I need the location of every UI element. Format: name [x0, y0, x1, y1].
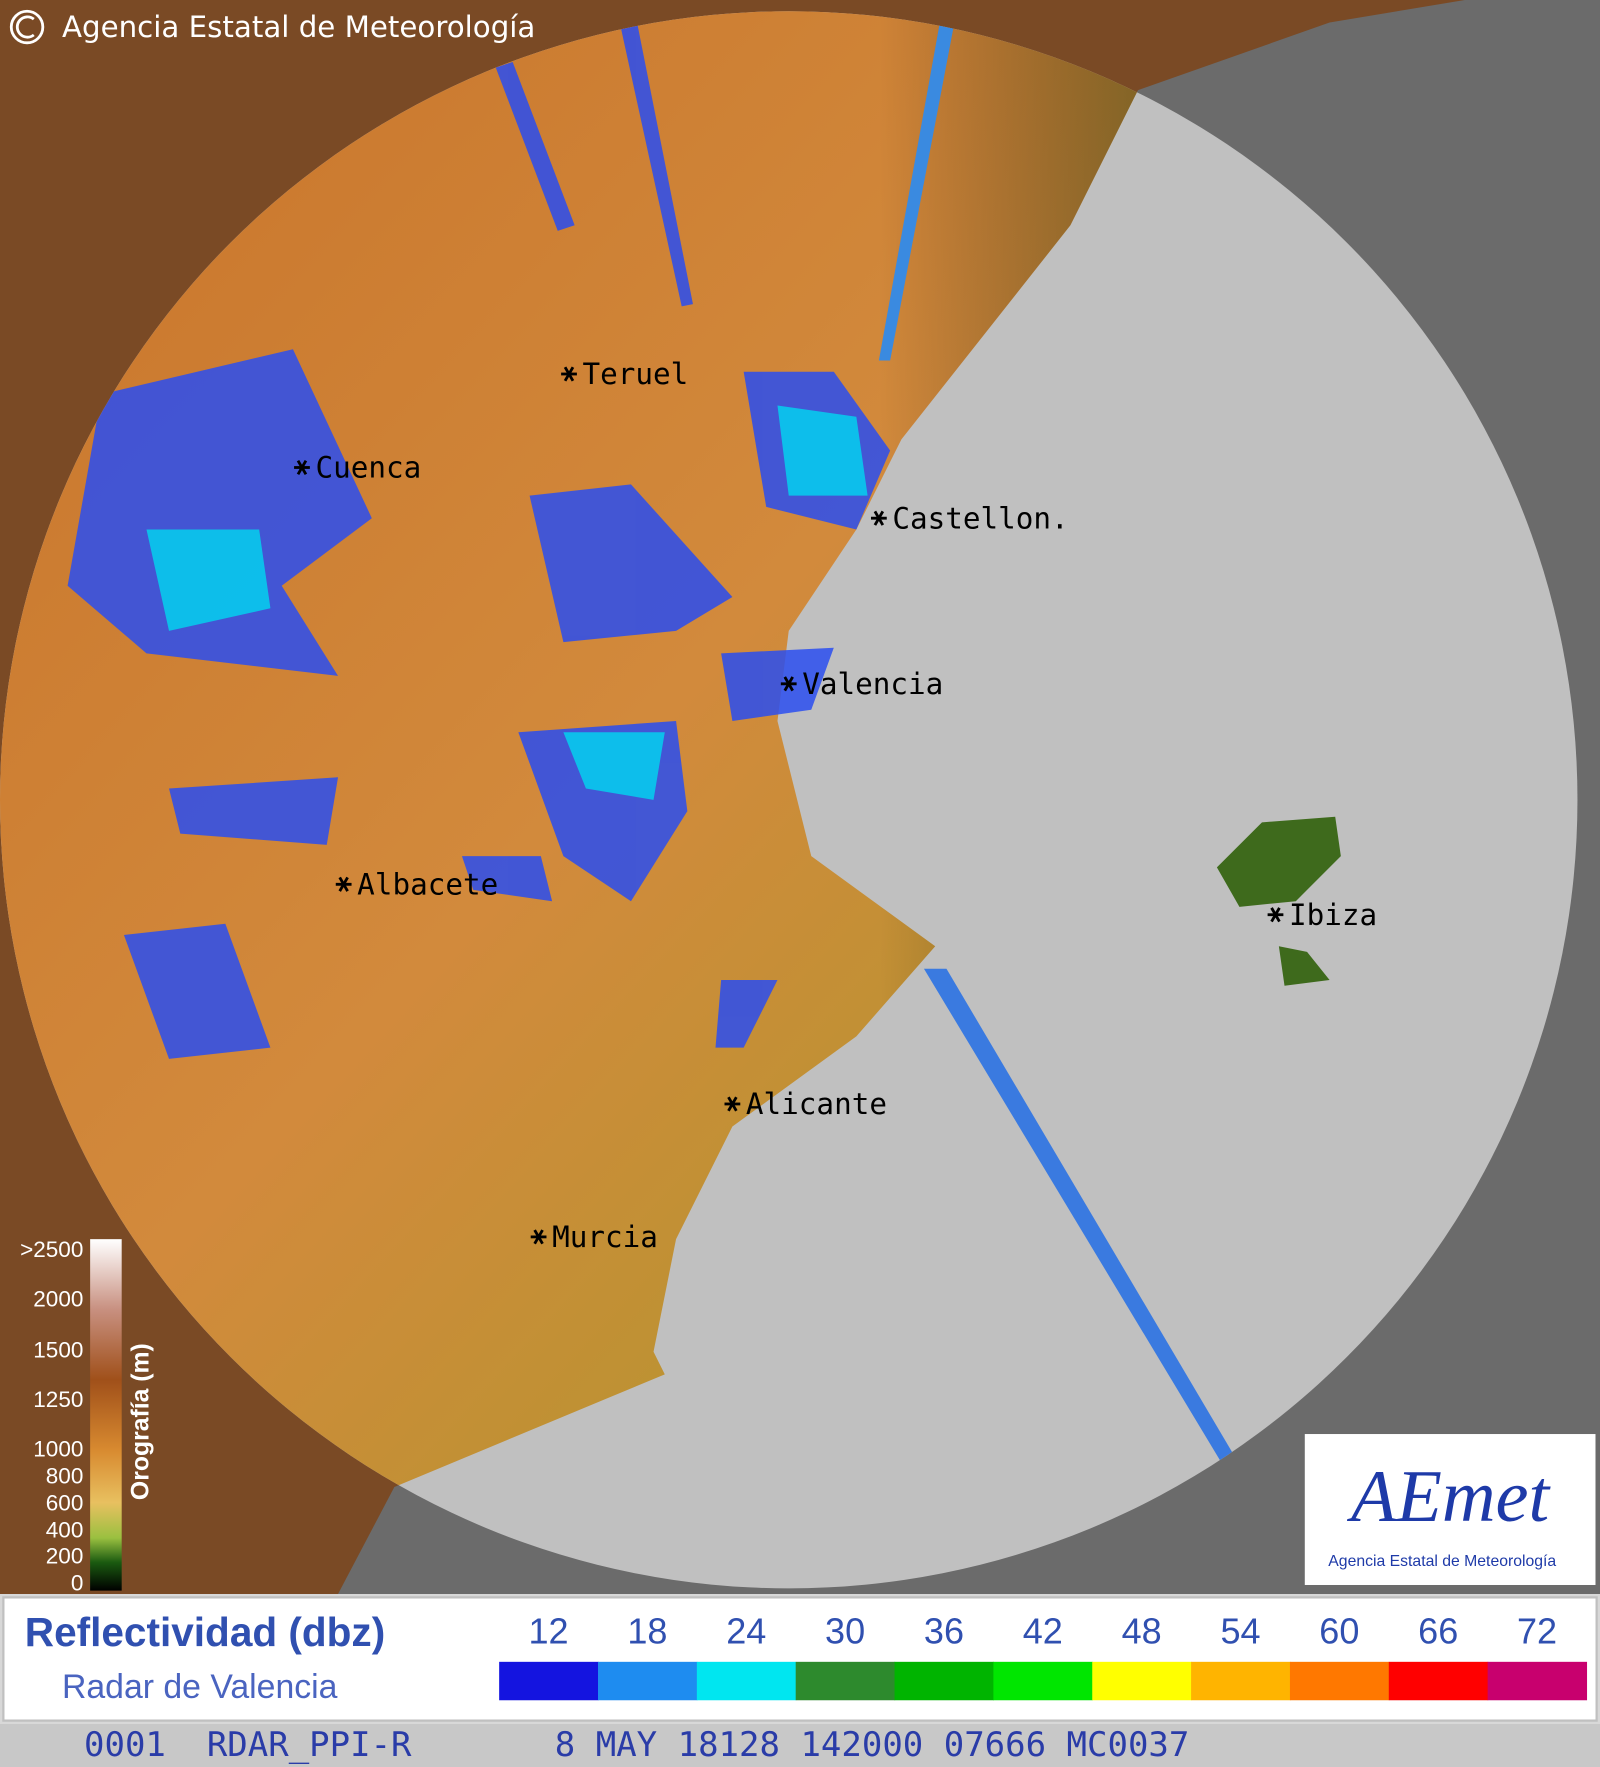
logo-box	[1304, 1434, 1596, 1585]
echo-blobs	[67, 20, 891, 1059]
level-label: 48	[1122, 1611, 1162, 1652]
color-swatch	[1092, 1661, 1192, 1701]
coast-lowland	[0, 11, 1465, 1589]
city-marker	[1267, 907, 1284, 923]
orography-title: Orografía (m)	[128, 1343, 155, 1500]
color-swatch	[1191, 1661, 1291, 1701]
orography-tick-label: 600	[46, 1491, 84, 1516]
city-marker	[530, 1229, 547, 1245]
orography-tick-label: 200	[46, 1544, 84, 1569]
orography-tick-label: 1250	[33, 1387, 83, 1412]
level-label: 12	[529, 1611, 569, 1652]
marker-stroke	[783, 676, 794, 692]
marker-stroke	[727, 1096, 738, 1112]
city-label: Cuenca	[315, 451, 421, 485]
city-label: Murcia	[552, 1220, 658, 1254]
city-labels: Teruel Cuenca Castellon. Valencia Albacete Ib…	[294, 357, 1377, 1254]
marker-stroke	[338, 876, 349, 892]
color-swatch	[1388, 1661, 1489, 1701]
city-marker	[294, 459, 310, 476]
color-swatch	[1289, 1661, 1390, 1701]
color-swatch	[993, 1661, 1093, 1701]
logo-subtitle: Agencia Estatal de Meteorología	[1328, 1553, 1556, 1570]
city-marker	[780, 676, 797, 692]
orography-tick-label: 2000	[33, 1287, 83, 1312]
ibiza-island	[1216, 816, 1341, 986]
copyright: Agencia Estatal de Meteorología	[62, 10, 535, 44]
city-label: Ibiza	[1289, 898, 1377, 932]
orography-colorbar	[90, 1239, 122, 1591]
copyright-icon	[9, 9, 45, 45]
level-label: 24	[726, 1611, 766, 1652]
level-label: 36	[924, 1611, 964, 1652]
city-label: Teruel	[583, 357, 689, 391]
level-label: 72	[1517, 1611, 1557, 1652]
color-swatch	[795, 1661, 896, 1701]
city-marker	[870, 510, 887, 526]
legend-subtitle: Radar de Valencia	[62, 1668, 338, 1706]
marker-stroke	[533, 1229, 544, 1245]
city-marker	[335, 876, 352, 892]
echo-cores	[146, 405, 868, 800]
copyright-icon-c	[15, 15, 35, 39]
orography-tick-label: 0	[71, 1571, 84, 1594]
marker-stroke	[1270, 907, 1281, 923]
orography-tick-label: >2500	[20, 1237, 83, 1262]
level-label: 30	[825, 1611, 865, 1652]
reflectivity-scale: 12 18 24 30 36 42 48 54 60 66 72	[499, 1611, 1588, 1701]
color-swatch	[1487, 1661, 1588, 1701]
city-label: Alicante	[746, 1087, 887, 1121]
logo-text: AEmet	[1346, 1456, 1552, 1538]
level-label: 18	[627, 1611, 667, 1652]
city-label: Castellon.	[892, 501, 1068, 535]
level-label: 54	[1220, 1611, 1260, 1652]
legend-title: Reflectividad (dbz)	[25, 1609, 385, 1655]
color-swatch	[598, 1661, 698, 1701]
level-label: 66	[1418, 1611, 1458, 1652]
radar-map: Agencia Estatal de Meteorología Teruel Cu…	[0, 0, 1596, 1594]
status-bar: 0001 RDAR_PPI-R 8 MAY 18128 142000 07666…	[0, 1724, 1600, 1767]
orography-tick-label: 800	[46, 1464, 84, 1489]
city-marker	[561, 366, 577, 382]
marker-stroke	[563, 366, 575, 382]
marker-stroke	[873, 510, 885, 526]
city-label: Valencia	[802, 667, 943, 701]
city-marker	[724, 1096, 741, 1112]
reflectivity-legend: Reflectividad (dbz) Radar de Valencia 12…	[0, 1594, 1600, 1724]
color-swatch	[894, 1661, 994, 1701]
orography-tick-label: 400	[46, 1518, 84, 1543]
level-label: 60	[1319, 1611, 1359, 1652]
color-swatch	[499, 1661, 599, 1701]
marker-stroke	[296, 459, 308, 476]
interference-spoke	[878, 16, 956, 361]
level-label: 42	[1023, 1611, 1063, 1652]
orography-tick-label: 1000	[33, 1437, 83, 1462]
color-swatch	[696, 1661, 797, 1701]
orography-tick-label: 1500	[33, 1337, 83, 1362]
interference-spoke	[923, 968, 1240, 1465]
city-label: Albacete	[357, 867, 498, 901]
